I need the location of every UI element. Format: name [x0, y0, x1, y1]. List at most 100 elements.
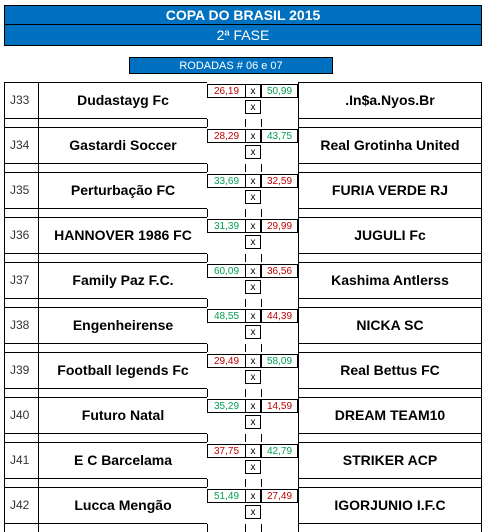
spacer-divider — [38, 119, 39, 127]
away-team: DREAM TEAM10 — [298, 397, 482, 434]
spacer-divider — [207, 299, 208, 307]
row-spacer — [4, 164, 482, 172]
match-row: J40 Futuro Natal 35,29 x x 14,59 DREAM TEAM10 — [4, 397, 482, 434]
away-team: Real Bettus FC — [298, 352, 482, 389]
match-id: J39 — [4, 352, 38, 389]
match-id: J40 — [4, 397, 38, 434]
spacer-divider — [38, 389, 39, 397]
row-spacer — [4, 119, 482, 127]
away-score: 36,56 — [261, 264, 298, 278]
spacer-divider — [261, 299, 262, 307]
match-id: J33 — [4, 82, 38, 119]
spacer-divider — [298, 434, 299, 442]
match-row: J41 E C Barcelama 37,75 x x 42,79 STRIKER ACP — [4, 442, 482, 479]
home-score: 35,29 — [207, 399, 245, 413]
spacer-divider — [245, 209, 246, 217]
home-score: 37,75 — [207, 444, 245, 458]
spacer-divider — [38, 344, 39, 352]
spacer-divider — [207, 119, 208, 127]
row-spacer — [4, 209, 482, 217]
phase-label: 2ª FASE — [4, 24, 482, 46]
away-score: 50,99 — [261, 84, 298, 98]
match-row: J38 Engenheirense 48,55 x x 44,39 NICKA SC — [4, 307, 482, 344]
spacer-divider — [245, 524, 246, 532]
versus-mark: x — [245, 235, 261, 249]
away-score: 27,49 — [261, 489, 298, 503]
away-team: Kashima Antlerss — [298, 262, 482, 299]
spacer-divider — [38, 524, 39, 532]
home-score: 31,39 — [207, 219, 245, 233]
spacer-divider — [261, 524, 262, 532]
spacer-divider — [207, 164, 208, 172]
competition-title: COPA DO BRASIL 2015 — [4, 5, 482, 25]
away-score: 43,75 — [261, 129, 298, 143]
match-id: J37 — [4, 262, 38, 299]
match-id: J34 — [4, 127, 38, 164]
match-id: J35 — [4, 172, 38, 209]
rodadas-label: RODADAS # 06 e 07 — [129, 57, 333, 74]
spacer-divider — [245, 389, 246, 397]
spacer-divider — [207, 389, 208, 397]
versus-mark: x — [245, 354, 261, 368]
home-score: 60,09 — [207, 264, 245, 278]
row-spacer — [4, 524, 482, 532]
spacer-divider — [38, 209, 39, 217]
spacer-divider — [261, 164, 262, 172]
away-score: 29,99 — [261, 219, 298, 233]
versus-mark: x — [245, 399, 261, 413]
spacer-divider — [38, 479, 39, 487]
match-id: J38 — [4, 307, 38, 344]
home-score: 51,49 — [207, 489, 245, 503]
spacer-divider — [38, 299, 39, 307]
spacer-divider — [298, 119, 299, 127]
home-team: Perturbação FC — [38, 172, 207, 209]
spacer-divider — [245, 119, 246, 127]
spacer-divider — [261, 479, 262, 487]
versus-mark: x — [245, 460, 261, 474]
versus-mark: x — [245, 145, 261, 159]
spacer-divider — [261, 119, 262, 127]
spacer-divider — [245, 254, 246, 262]
match-row: J36 HANNOVER 1986 FC 31,39 x x 29,99 JUGULI Fc — [4, 217, 482, 254]
versus-mark: x — [245, 190, 261, 204]
versus-mark: x — [245, 415, 261, 429]
away-score: 58,09 — [261, 354, 298, 368]
home-team: Dudastayg Fc — [38, 82, 207, 119]
home-score: 28,29 — [207, 129, 245, 143]
versus-mark: x — [245, 444, 261, 458]
away-team: JUGULI Fc — [298, 217, 482, 254]
versus-mark: x — [245, 489, 261, 503]
spacer-divider — [261, 344, 262, 352]
spacer-divider — [298, 164, 299, 172]
spacer-divider — [298, 524, 299, 532]
spacer-divider — [298, 209, 299, 217]
row-spacer — [4, 389, 482, 397]
versus-mark: x — [245, 100, 261, 114]
match-id: J42 — [4, 487, 38, 524]
versus-mark: x — [245, 505, 261, 519]
home-score: 29,49 — [207, 354, 245, 368]
spacer-divider — [261, 209, 262, 217]
home-team: Lucca Mengão — [38, 487, 207, 524]
away-score: 44,39 — [261, 309, 298, 323]
away-score: 42,79 — [261, 444, 298, 458]
match-row: J37 Family Paz F.C. 60,09 x x 36,56 Kashima An… — [4, 262, 482, 299]
home-team: Futuro Natal — [38, 397, 207, 434]
row-spacer — [4, 434, 482, 442]
match-row: J34 Gastardi Soccer 28,29 x x 43,75 Real Groti… — [4, 127, 482, 164]
spacer-divider — [207, 434, 208, 442]
home-team: HANNOVER 1986 FC — [38, 217, 207, 254]
versus-mark: x — [245, 280, 261, 294]
spacer-divider — [207, 524, 208, 532]
home-team: Engenheirense — [38, 307, 207, 344]
versus-mark: x — [245, 264, 261, 278]
row-spacer — [4, 344, 482, 352]
spacer-divider — [38, 164, 39, 172]
match-row: J39 Football legends Fc 29,49 x x 58,09 Real B… — [4, 352, 482, 389]
home-team: Gastardi Soccer — [38, 127, 207, 164]
home-score: 33,69 — [207, 174, 245, 188]
spacer-divider — [298, 479, 299, 487]
home-team: Football legends Fc — [38, 352, 207, 389]
match-row: J33 Dudastayg Fc 26,19 x x 50,99 .In$a.Nyos.Br — [4, 82, 482, 119]
versus-mark: x — [245, 174, 261, 188]
